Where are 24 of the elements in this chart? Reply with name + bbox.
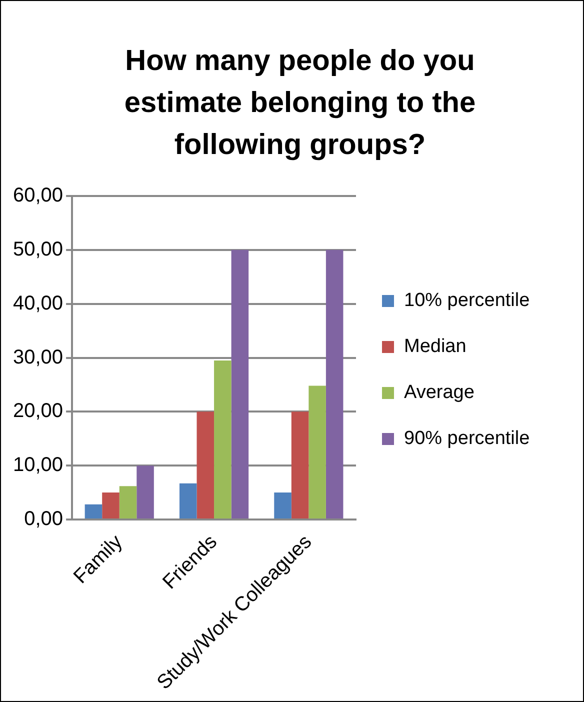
bar <box>231 250 249 519</box>
bar <box>102 492 120 519</box>
bar <box>84 504 102 519</box>
bar <box>214 360 232 519</box>
legend-label: 90% percentile <box>404 428 530 450</box>
y-tick-label: 40,00 <box>12 292 64 314</box>
bar <box>274 492 292 519</box>
bar <box>291 412 309 519</box>
y-tick-label: 30,00 <box>12 346 64 368</box>
y-tick-label: 10,00 <box>12 454 64 476</box>
y-tick-label: 60,00 <box>12 184 64 207</box>
legend-label: Average <box>404 382 474 404</box>
legend-label: 10% percentile <box>404 290 530 312</box>
bar <box>196 412 214 519</box>
bar <box>179 483 197 519</box>
bar <box>136 466 154 519</box>
bar <box>308 386 326 519</box>
chart-title: How many people do you estimate belonging to the following groups? <box>123 44 477 163</box>
bar <box>326 250 344 519</box>
y-tick-label: 20,00 <box>12 400 64 422</box>
bar <box>119 486 137 519</box>
y-tick-label: 50,00 <box>12 238 64 260</box>
legend-label: Median <box>404 336 466 358</box>
y-tick-label: 0,00 <box>24 508 64 530</box>
